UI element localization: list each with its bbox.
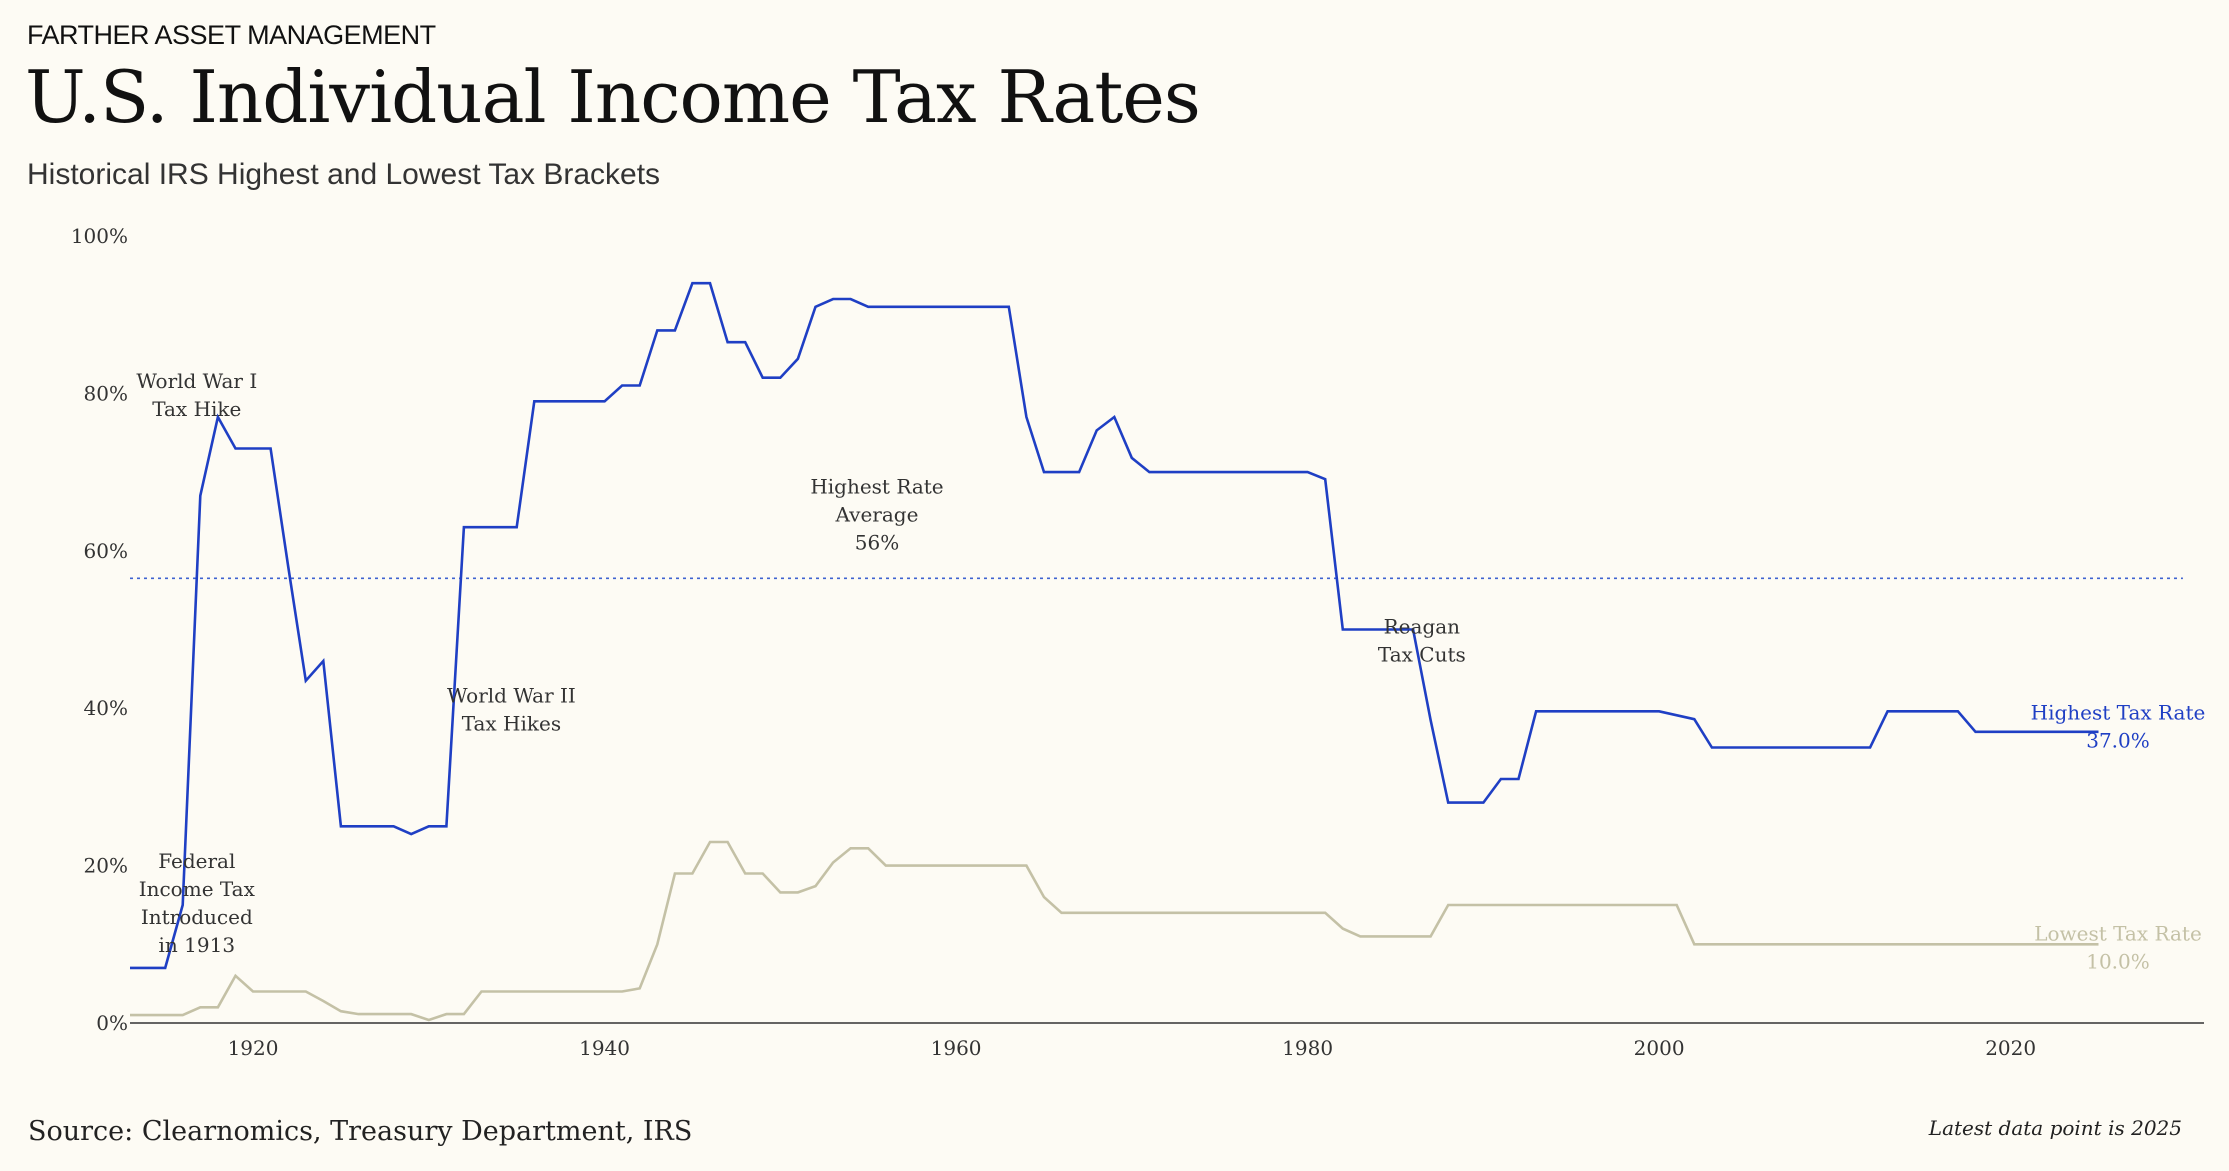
annotation-line: Tax Cuts xyxy=(1378,642,1466,666)
annotation-line: Introduced xyxy=(141,905,253,929)
annotation-line: Highest Rate xyxy=(810,474,943,498)
annotation-line: Tax Hike xyxy=(152,397,241,421)
highest-rate-line xyxy=(130,281,2099,970)
y-axis-ticks: 0% 20% 40% 60% 80% 100% xyxy=(71,224,128,1035)
y-tick-label: 80% xyxy=(84,381,128,405)
annotation-line: Tax Hikes xyxy=(462,712,561,736)
y-tick-label: 0% xyxy=(96,1011,128,1035)
annotation-line: World War I xyxy=(136,369,257,393)
annotation-line: Average xyxy=(835,502,919,526)
chart-annotations: World War I Tax Hike Highest Rate Average 56… xyxy=(136,369,1465,957)
annotation-ww2: World War II Tax Hikes xyxy=(447,684,576,736)
annotation-line: Reagan xyxy=(1384,614,1461,638)
x-tick-label: 2000 xyxy=(1634,1036,1685,1060)
series-end-labels: Highest Tax Rate 37.0% Lowest Tax Rate 10.0… xyxy=(2031,701,2206,974)
y-tick-label: 40% xyxy=(84,696,128,720)
series-lines xyxy=(130,281,2099,1022)
chart-subtitle: Historical IRS Highest and Lowest Tax Br… xyxy=(27,158,661,191)
annotation-avg: Highest Rate Average 56% xyxy=(810,474,943,554)
source-note: Source: Clearnomics, Treasury Department… xyxy=(28,1116,693,1147)
annotation-federal: Federal Income Tax Introduced in 1913 xyxy=(139,849,256,957)
annotation-line: Federal xyxy=(158,849,235,873)
x-axis-ticks: 1920 1940 1960 1980 2000 2020 xyxy=(228,1036,2037,1060)
lowest-rate-label: Lowest Tax Rate xyxy=(2034,922,2202,946)
x-tick-label: 1940 xyxy=(579,1036,630,1060)
annotation-line: World War II xyxy=(447,684,576,708)
annotation-line: in 1913 xyxy=(159,933,236,957)
highest-rate-value: 37.0% xyxy=(2086,729,2150,753)
annotation-line: Income Tax xyxy=(139,877,256,901)
y-tick-label: 100% xyxy=(71,224,128,248)
x-tick-label: 1920 xyxy=(228,1036,279,1060)
chart-title: U.S. Individual Income Tax Rates xyxy=(25,55,1201,139)
x-tick-label: 1980 xyxy=(1282,1036,1333,1060)
x-tick-label: 1960 xyxy=(931,1036,982,1060)
latest-data-note: Latest data point is 2025 xyxy=(1928,1116,2182,1140)
annotation-reagan: Reagan Tax Cuts xyxy=(1378,614,1466,666)
y-tick-label: 20% xyxy=(84,854,128,878)
x-tick-label: 2020 xyxy=(1985,1036,2036,1060)
lowest-rate-line xyxy=(130,840,2099,1022)
lowest-rate-value: 10.0% xyxy=(2086,950,2150,974)
annotation-line: 56% xyxy=(855,530,899,554)
annotation-ww1: World War I Tax Hike xyxy=(136,369,257,421)
brand-name: FARTHER ASSET MANAGEMENT xyxy=(27,20,436,50)
highest-rate-label: Highest Tax Rate xyxy=(2031,701,2206,725)
y-tick-label: 60% xyxy=(84,539,128,563)
